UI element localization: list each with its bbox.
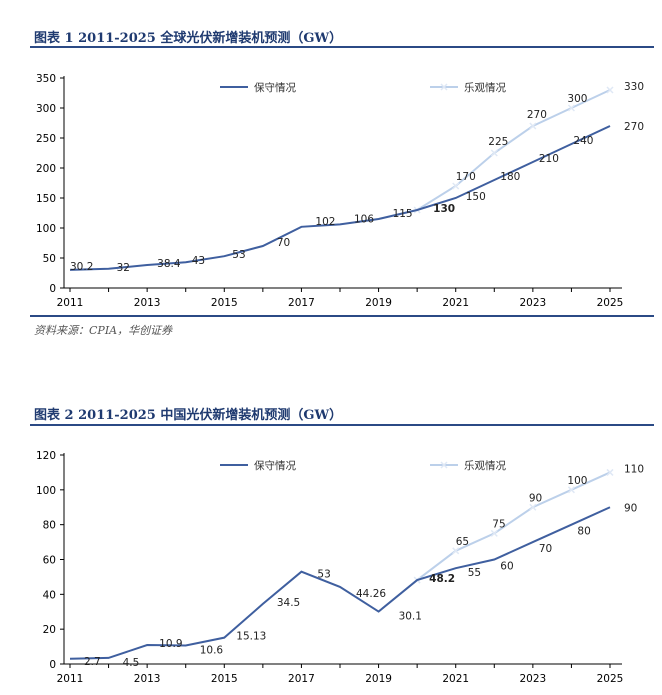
data-label: 102 [315, 216, 335, 228]
data-label: 65 [456, 536, 469, 548]
data-label: 300 [567, 93, 587, 105]
x-tick-label: 2025 [597, 673, 624, 685]
data-label: 270 [624, 121, 644, 133]
data-label: 70 [277, 237, 290, 249]
data-label: 34.5 [277, 597, 300, 609]
data-label: 170 [456, 171, 476, 183]
y-tick-label: 120 [36, 450, 56, 462]
y-tick-label: 20 [43, 624, 56, 636]
data-label: 180 [500, 171, 520, 183]
y-tick-label: 60 [43, 555, 56, 567]
series-line-conservative [69, 125, 611, 271]
data-point-optimistic [606, 468, 614, 476]
x-tick-label: 2017 [288, 673, 315, 685]
data-label: 30.2 [70, 261, 93, 273]
series-line-optimistic [416, 471, 611, 581]
data-label: 38.4 [157, 258, 181, 270]
x-tick-label: 2019 [365, 673, 392, 685]
x-tick-label: 2017 [288, 297, 315, 309]
data-point-optimistic [529, 503, 537, 511]
data-label: 100 [567, 475, 587, 487]
data-label: 43 [192, 255, 205, 267]
x-tick-label: 2019 [365, 297, 392, 309]
data-label: 90 [529, 492, 542, 504]
data-label: 130 [433, 203, 455, 215]
data-label: 90 [624, 502, 637, 514]
data-label: 60 [500, 561, 513, 573]
figure-1-source: 资料来源：CPIA，华创证券 [34, 324, 173, 337]
legend-marker [440, 83, 448, 91]
data-label: 115 [393, 208, 413, 220]
data-label: 30.1 [399, 611, 422, 623]
data-label: 110 [624, 463, 644, 475]
data-label: 80 [577, 526, 590, 538]
data-label: 70 [539, 543, 552, 555]
data-label: 106 [354, 213, 374, 225]
x-tick-label: 2025 [597, 297, 624, 309]
y-tick-label: 250 [36, 133, 56, 145]
chart-2: 0 20 40 60 80 100 120 2011 2013 2015 2017 2019 2021 2… [36, 450, 644, 685]
x-tick-label: 2021 [442, 297, 469, 309]
x-tick-label: 2015 [211, 673, 238, 685]
figure-1-title-rule [30, 46, 654, 48]
figure-2-title: 图表 2 2011-2025 中国光伏新增装机预测（GW） [34, 408, 343, 423]
data-label: 10.6 [200, 645, 224, 657]
x-tick-label: 2021 [442, 673, 469, 685]
data-label: 32 [117, 262, 130, 274]
data-label: 330 [624, 81, 644, 93]
legend-label: 乐观情况 [464, 81, 506, 94]
legend-label: 保守情况 [254, 459, 296, 472]
legend-label: 保守情况 [254, 81, 296, 94]
legend-label: 乐观情况 [464, 459, 506, 472]
data-label: 150 [466, 191, 486, 203]
x-tick-label: 2015 [211, 297, 238, 309]
y-tick-label: 100 [36, 223, 56, 235]
y-tick-label: 300 [36, 103, 56, 115]
y-tick-label: 50 [43, 253, 56, 265]
data-label: 240 [573, 135, 593, 147]
x-tick-label: 2013 [134, 297, 161, 309]
data-point-optimistic [567, 486, 575, 494]
y-tick-label: 0 [49, 659, 56, 671]
x-tick-label: 2011 [57, 297, 84, 309]
x-tick-label: 2023 [519, 297, 546, 309]
data-label: 53 [317, 569, 330, 581]
y-tick-label: 80 [43, 520, 56, 532]
data-label: 270 [527, 109, 547, 121]
data-label: 10.9 [159, 638, 182, 650]
data-label: 4.5 [123, 657, 140, 669]
data-label: 53 [232, 249, 245, 261]
data-point-optimistic [490, 529, 498, 537]
y-tick-label: 100 [36, 485, 56, 497]
y-tick-label: 200 [36, 163, 56, 175]
data-label: 44.26 [356, 588, 386, 600]
data-point-optimistic [606, 86, 614, 94]
data-point-optimistic [529, 122, 537, 130]
data-point-optimistic [567, 104, 575, 112]
y-tick-label: 150 [36, 193, 56, 205]
series-line-conservative [69, 506, 611, 660]
x-tick-label: 2013 [134, 673, 161, 685]
data-label: 2.7 [84, 656, 101, 668]
series-line-optimistic [416, 89, 611, 211]
data-label: 15.13 [236, 631, 266, 643]
x-tick-label: 2023 [519, 673, 546, 685]
data-label: 55 [468, 567, 481, 579]
data-label: 75 [492, 518, 505, 530]
data-label: 48.2 [429, 573, 455, 585]
figure-1-bottom-rule [30, 315, 654, 317]
legend-marker [440, 461, 448, 469]
figure-1-title: 图表 1 2011-2025 全球光伏新增装机预测（GW） [34, 31, 343, 46]
data-point-optimistic [490, 149, 498, 157]
y-tick-label: 0 [49, 283, 56, 295]
x-tick-label: 2011 [57, 673, 84, 685]
chart-1: 0 50 100 150 200 250 300 350 2011 2013 2015 2017 201… [36, 73, 644, 309]
data-point-optimistic [452, 547, 460, 555]
data-point-optimistic [452, 182, 460, 190]
y-tick-label: 350 [36, 73, 56, 85]
y-tick-label: 40 [43, 589, 56, 601]
data-label: 225 [488, 136, 508, 148]
figure-2-title-rule [30, 424, 654, 426]
data-label: 210 [539, 153, 559, 165]
